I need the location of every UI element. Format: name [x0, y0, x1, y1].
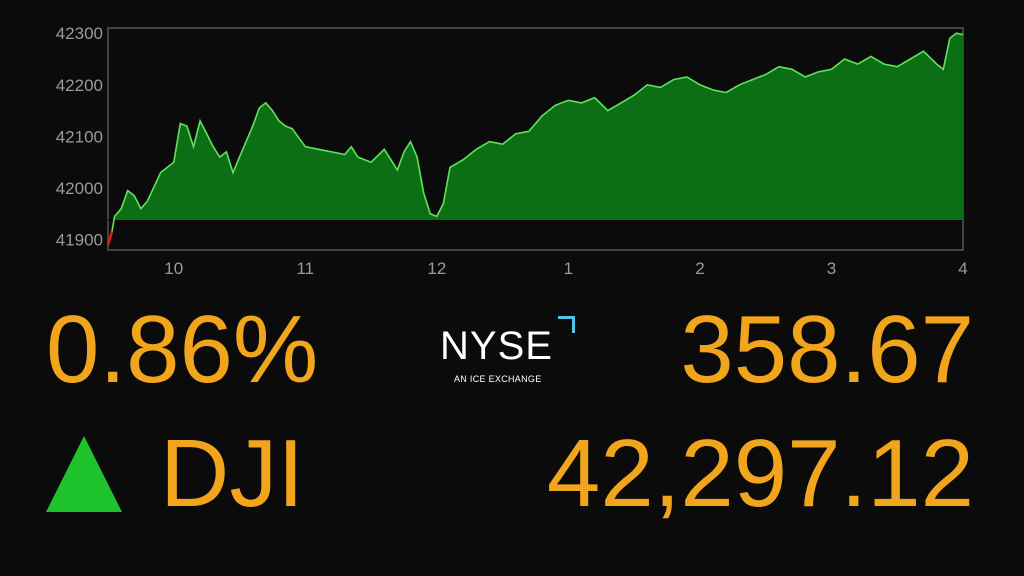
x-tick-label: 2: [695, 259, 704, 278]
x-tick-label: 10: [164, 259, 183, 278]
y-tick-label: 42100: [56, 127, 103, 146]
points-change: 358.67: [680, 296, 974, 403]
y-tick-label: 42000: [56, 179, 103, 198]
x-tick-label: 11: [296, 259, 314, 278]
x-axis: 10 11 12 1 2 3 4: [164, 259, 967, 278]
percent-change: 0.86%: [46, 296, 319, 403]
x-tick-label: 1: [564, 259, 573, 278]
nyse-logo: NYSE AN ICE EXCHANGE: [440, 312, 600, 392]
up-arrow-icon: [46, 436, 122, 512]
y-axis: 41900 42000 42100 42200 42300: [56, 24, 103, 250]
nyse-tagline: AN ICE EXCHANGE: [454, 374, 542, 384]
opening-dip-segment: [106, 231, 114, 246]
price-line: [111, 32, 964, 233]
price-area-fill: [114, 33, 964, 221]
nyse-wordmark: NYSE: [440, 324, 553, 368]
y-tick-label: 42200: [56, 76, 103, 95]
nyse-corner-accent: [558, 316, 575, 333]
index-symbol: DJI: [160, 420, 304, 527]
x-tick-label: 12: [427, 259, 446, 278]
index-value: 42,297.12: [546, 420, 974, 527]
y-tick-label: 41900: [56, 231, 103, 250]
x-tick-label: 3: [827, 259, 836, 278]
y-tick-label: 42300: [56, 24, 103, 43]
x-tick-label: 4: [958, 259, 967, 278]
